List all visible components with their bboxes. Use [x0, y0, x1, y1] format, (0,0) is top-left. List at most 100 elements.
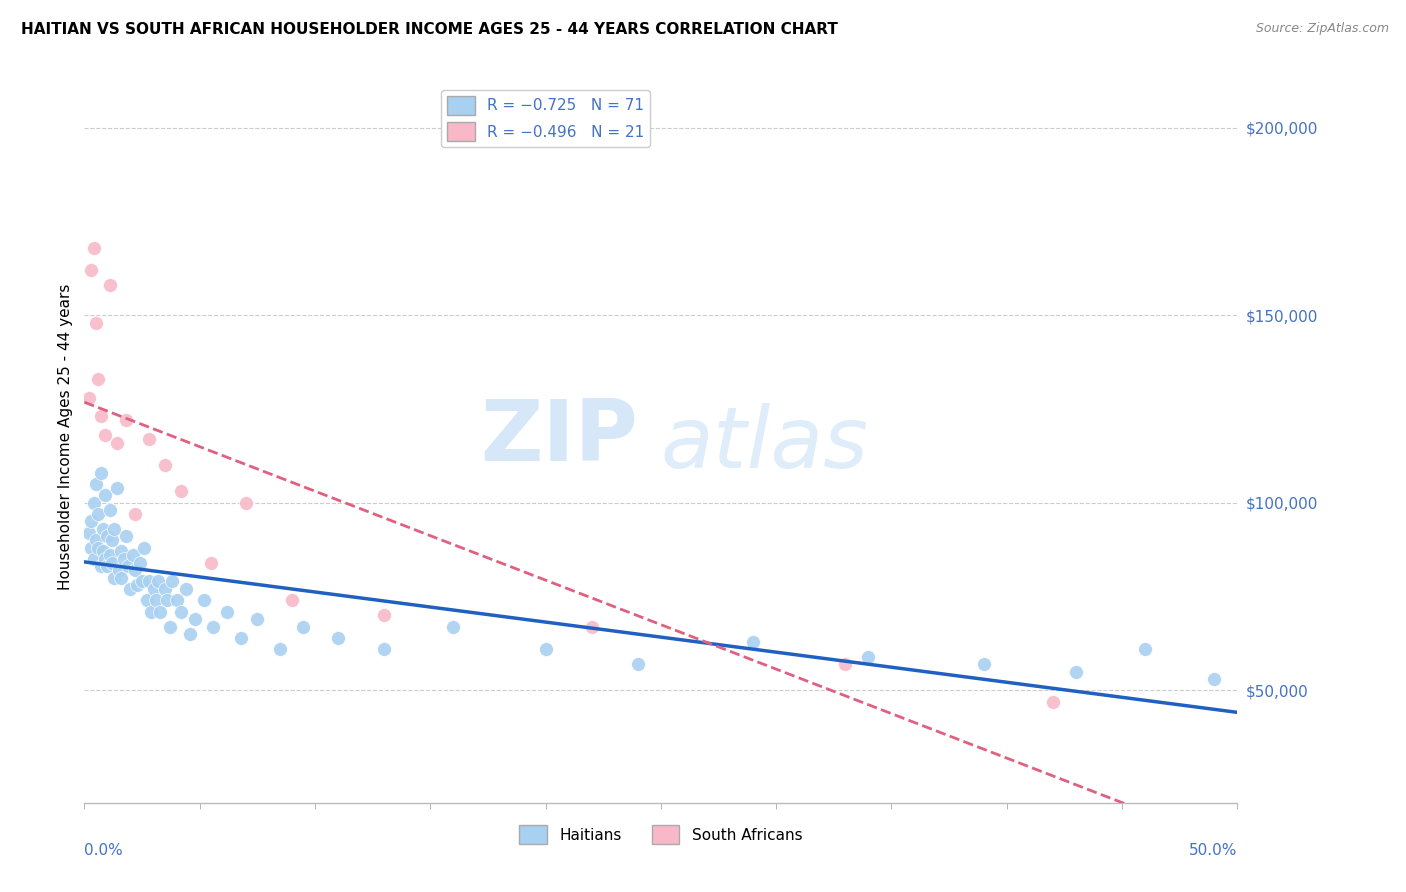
Point	[153, 582, 176, 596]
Point	[96, 559, 118, 574]
Legend: Haitians, South Africans: Haitians, South Africans	[513, 819, 808, 850]
Point	[142, 582, 165, 596]
Point	[89, 559, 111, 574]
Point	[94, 428, 117, 442]
Point	[98, 503, 121, 517]
Point	[94, 488, 117, 502]
Point	[83, 241, 105, 255]
Point	[973, 657, 995, 671]
Point	[135, 593, 157, 607]
Point	[145, 593, 167, 607]
Point	[141, 605, 163, 619]
Point	[742, 634, 765, 648]
Point	[89, 466, 111, 480]
Point	[127, 578, 149, 592]
Point	[134, 541, 156, 555]
Point	[98, 548, 121, 562]
Point	[94, 552, 117, 566]
Point	[627, 657, 650, 671]
Point	[128, 556, 150, 570]
Point	[77, 391, 100, 405]
Point	[83, 552, 105, 566]
Point	[1204, 672, 1226, 686]
Point	[105, 435, 128, 450]
Point	[80, 541, 103, 555]
Point	[235, 496, 257, 510]
Point	[105, 481, 128, 495]
Point	[124, 507, 146, 521]
Point	[156, 593, 179, 607]
Point	[269, 642, 291, 657]
Point	[217, 605, 239, 619]
Point	[96, 529, 118, 543]
Y-axis label: Householder Income Ages 25 - 44 years: Householder Income Ages 25 - 44 years	[58, 284, 73, 591]
Point	[108, 563, 131, 577]
Point	[87, 372, 110, 386]
Text: 0.0%: 0.0%	[84, 843, 124, 858]
Point	[231, 631, 253, 645]
Point	[246, 612, 269, 626]
Point	[124, 563, 146, 577]
Point	[441, 619, 464, 633]
Point	[138, 432, 160, 446]
Point	[170, 484, 193, 499]
Point	[534, 642, 557, 657]
Point	[149, 605, 172, 619]
Text: Source: ZipAtlas.com: Source: ZipAtlas.com	[1256, 22, 1389, 36]
Point	[121, 548, 143, 562]
Point	[153, 458, 176, 473]
Text: HAITIAN VS SOUTH AFRICAN HOUSEHOLDER INCOME AGES 25 - 44 YEARS CORRELATION CHART: HAITIAN VS SOUTH AFRICAN HOUSEHOLDER INC…	[21, 22, 838, 37]
Point	[1042, 694, 1064, 708]
Point	[292, 619, 315, 633]
Text: ZIP: ZIP	[479, 395, 638, 479]
Point	[159, 619, 181, 633]
Point	[146, 574, 169, 589]
Point	[120, 582, 142, 596]
Point	[83, 496, 105, 510]
Point	[87, 541, 110, 555]
Point	[110, 544, 132, 558]
Point	[84, 477, 107, 491]
Point	[166, 593, 188, 607]
Point	[1133, 642, 1156, 657]
Point	[131, 574, 153, 589]
Point	[281, 593, 304, 607]
Point	[84, 316, 107, 330]
Point	[160, 574, 183, 589]
Point	[101, 533, 124, 548]
Point	[115, 529, 138, 543]
Point	[98, 278, 121, 293]
Point	[110, 571, 132, 585]
Text: 50.0%: 50.0%	[1189, 843, 1237, 858]
Point	[174, 582, 197, 596]
Point	[117, 559, 139, 574]
Point	[84, 533, 107, 548]
Point	[103, 571, 125, 585]
Point	[184, 612, 207, 626]
Point	[80, 515, 103, 529]
Point	[115, 413, 138, 427]
Point	[87, 507, 110, 521]
Point	[91, 522, 114, 536]
Point	[138, 574, 160, 589]
Point	[103, 522, 125, 536]
Point	[170, 605, 193, 619]
Point	[202, 619, 225, 633]
Text: atlas: atlas	[661, 403, 869, 486]
Point	[91, 544, 114, 558]
Point	[179, 627, 201, 641]
Point	[858, 649, 880, 664]
Point	[112, 552, 135, 566]
Point	[834, 657, 856, 671]
Point	[89, 409, 111, 424]
Point	[373, 642, 395, 657]
Point	[77, 525, 100, 540]
Point	[200, 556, 222, 570]
Point	[326, 631, 349, 645]
Point	[373, 608, 395, 623]
Point	[101, 556, 124, 570]
Point	[80, 263, 103, 277]
Point	[1064, 665, 1087, 679]
Point	[193, 593, 215, 607]
Point	[581, 619, 603, 633]
